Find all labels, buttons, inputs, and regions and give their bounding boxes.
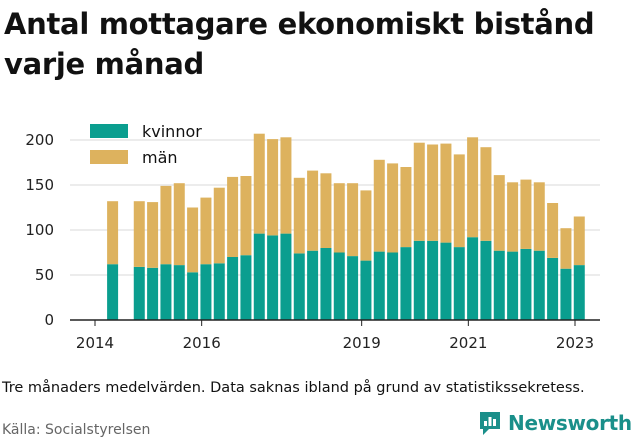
- bar-kvinnor: [507, 251, 519, 320]
- bar-man: [533, 182, 545, 251]
- bar-man: [520, 179, 532, 249]
- bar-kvinnor: [360, 260, 372, 320]
- bar-kvinnor: [333, 252, 345, 320]
- bar-kvinnor: [427, 240, 439, 320]
- x-tick-label: 2019: [343, 334, 381, 352]
- y-axis: 0 50 100 150 200: [25, 131, 54, 329]
- bar-kvinnor: [533, 250, 545, 320]
- stacked-bar-chart: 0 50 100 150 200 2014 2016 2019 2021 2023 kvinno…: [25, 122, 600, 352]
- bar-man: [227, 176, 239, 257]
- bar-kvinnor: [320, 248, 332, 320]
- x-tick-label: 2021: [449, 334, 487, 352]
- bars: [107, 133, 585, 320]
- bar-kvinnor: [560, 268, 572, 320]
- bar-kvinnor: [547, 257, 559, 320]
- bar-kvinnor: [347, 256, 359, 320]
- legend-swatch-man: [90, 150, 128, 164]
- bar-man: [333, 183, 345, 253]
- bar-kvinnor: [253, 233, 265, 320]
- bar-man: [173, 183, 185, 266]
- brand-name: Newsworthy: [508, 411, 631, 435]
- bar-kvinnor: [173, 265, 185, 320]
- bar-kvinnor: [240, 255, 252, 320]
- bar-kvinnor: [387, 252, 399, 320]
- x-tick-label: 2023: [556, 334, 594, 352]
- bar-man: [573, 216, 585, 266]
- bar-kvinnor: [227, 257, 239, 320]
- chart-title: Antal mottagare ekonomiskt bistånd varje…: [4, 7, 595, 81]
- bar-man: [320, 173, 332, 248]
- bar-man: [280, 137, 292, 234]
- source-text: Källa: Socialstyrelsen: [2, 422, 151, 438]
- bar-man: [133, 201, 145, 267]
- y-tick-label: 100: [25, 221, 54, 239]
- bar-kvinnor: [573, 265, 585, 320]
- x-tick-label: 2014: [76, 334, 114, 352]
- chart-note: Tre månaders medelvärden. Data saknas ib…: [2, 380, 585, 396]
- bar-man: [107, 201, 119, 265]
- bar-kvinnor: [187, 272, 199, 320]
- bar-man: [547, 203, 559, 258]
- y-tick-label: 50: [35, 266, 54, 284]
- bar-kvinnor: [413, 240, 425, 320]
- bar-man: [400, 167, 412, 248]
- legend-label-man: män: [142, 148, 178, 167]
- bar-kvinnor: [147, 267, 159, 320]
- bar-man: [427, 144, 439, 241]
- bar-man: [293, 177, 305, 254]
- bar-kvinnor: [293, 253, 305, 320]
- x-tick-label: 2016: [183, 334, 221, 352]
- bar-man: [453, 154, 465, 248]
- legend: kvinnor män: [90, 122, 202, 167]
- y-tick-label: 150: [25, 176, 54, 194]
- bar-kvinnor: [440, 242, 452, 320]
- y-tick-label: 0: [44, 311, 54, 329]
- bar-kvinnor: [493, 250, 505, 320]
- bar-man: [307, 170, 319, 251]
- bar-kvinnor: [200, 264, 212, 320]
- bar-man: [347, 183, 359, 257]
- bar-man: [213, 187, 225, 264]
- bar-man: [267, 139, 279, 236]
- y-tick-label: 200: [25, 131, 54, 149]
- bar-man: [373, 159, 385, 252]
- bar-kvinnor: [307, 250, 319, 320]
- legend-label-kvinnor: kvinnor: [142, 122, 202, 141]
- bar-man: [440, 143, 452, 243]
- bar-kvinnor: [280, 233, 292, 320]
- bar-man: [480, 147, 492, 241]
- bar-man: [253, 133, 265, 234]
- bar-kvinnor: [373, 251, 385, 320]
- bar-man: [413, 142, 425, 241]
- bar-man: [387, 163, 399, 253]
- bar-kvinnor: [520, 248, 532, 320]
- bar-man: [147, 202, 159, 268]
- bar-kvinnor: [453, 247, 465, 320]
- bar-kvinnor: [480, 240, 492, 320]
- bar-kvinnor: [160, 264, 172, 320]
- newsworthy-icon: [480, 412, 500, 435]
- bar-man: [467, 137, 479, 238]
- bar-man: [560, 228, 572, 269]
- bar-man: [187, 207, 199, 273]
- bar-kvinnor: [107, 264, 119, 320]
- bar-man: [160, 185, 172, 265]
- bar-man: [360, 190, 372, 261]
- legend-swatch-kvinnor: [90, 124, 128, 138]
- bar-kvinnor: [133, 266, 145, 320]
- bar-man: [200, 197, 212, 265]
- bar-man: [507, 182, 519, 252]
- bar-kvinnor: [400, 247, 412, 320]
- bar-kvinnor: [267, 235, 279, 320]
- bar-man: [240, 176, 252, 256]
- x-axis: 2014 2016 2019 2021 2023: [70, 319, 600, 352]
- bar-kvinnor: [213, 263, 225, 320]
- bar-kvinnor: [467, 237, 479, 320]
- brand-logo[interactable]: Newsworthy: [478, 406, 631, 440]
- bar-man: [493, 175, 505, 251]
